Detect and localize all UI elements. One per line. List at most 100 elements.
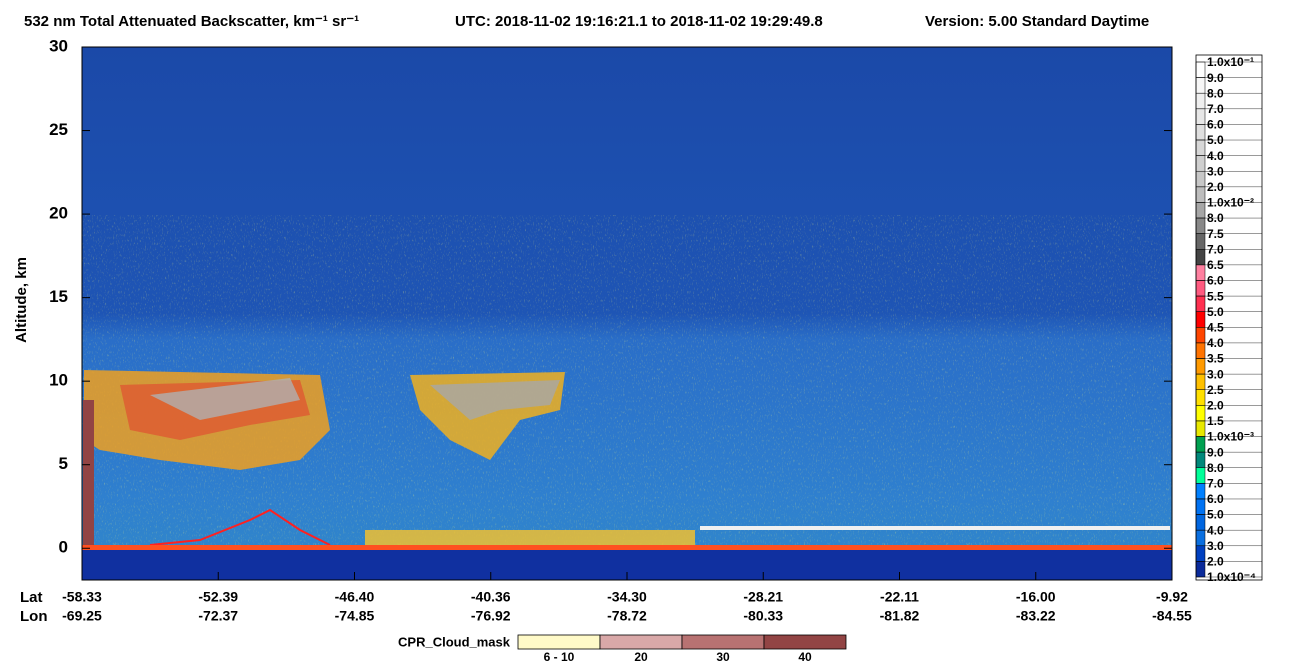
lat-label: -46.40 <box>335 589 375 605</box>
colorbar-label: 1.0x10⁻² <box>1207 196 1254 210</box>
cpr-legend-label: 30 <box>716 650 730 664</box>
colorbar-swatch <box>1195 529 1206 547</box>
colorbar-swatch <box>1195 108 1206 125</box>
colorbar-swatch <box>1195 561 1206 578</box>
colorbar-swatch <box>1195 420 1206 437</box>
lat-label: -52.39 <box>198 589 238 605</box>
colorbar-swatch <box>1195 170 1206 188</box>
colorbar-swatch <box>1195 61 1206 78</box>
colorbar-label: 3.0 <box>1207 539 1224 553</box>
colorbar-label: 4.0 <box>1207 523 1224 537</box>
colorbar-label: 2.0 <box>1207 555 1224 569</box>
lat-label: -22.11 <box>880 589 919 605</box>
colorbar-label: 3.5 <box>1207 352 1224 366</box>
colorbar-label: 7.0 <box>1207 477 1224 491</box>
y-tick-label: 0 <box>59 538 68 557</box>
lon-title: Lon <box>20 608 48 625</box>
cpr-legend-swatch <box>763 634 847 650</box>
colorbar-label: 5.5 <box>1207 289 1224 303</box>
colorbar-label: 8.0 <box>1207 86 1224 100</box>
colorbar-label: 4.0 <box>1207 149 1224 163</box>
lon-label: -83.22 <box>1016 608 1056 624</box>
lat-label: -58.33 <box>62 589 102 605</box>
cpr-legend-title: CPR_Cloud_mask <box>398 634 511 649</box>
colorbar-swatch <box>1195 451 1206 469</box>
colorbar-label: 4.0 <box>1207 336 1224 350</box>
colorbar-label: 1.0x10⁻¹ <box>1207 55 1254 69</box>
cpr-legend-label: 20 <box>634 650 648 664</box>
cpr-legend-swatch <box>681 634 765 650</box>
colorbar-label: 6.0 <box>1207 492 1224 506</box>
backscatter-image <box>82 47 1172 580</box>
y-tick-label: 10 <box>49 371 68 390</box>
cpr-legend-swatch <box>517 634 601 650</box>
colorbar-swatch <box>1195 155 1206 172</box>
colorbar-label: 3.0 <box>1207 164 1224 178</box>
colorbar-swatch <box>1195 280 1206 297</box>
lat-title: Lat <box>20 589 43 606</box>
colorbar-swatch <box>1195 342 1206 359</box>
colorbar-swatch <box>1195 545 1206 562</box>
colorbar-swatch <box>1195 92 1206 110</box>
colorbar-swatch <box>1195 233 1206 250</box>
colorbar-swatch <box>1195 436 1206 453</box>
colorbar-swatch <box>1195 295 1206 312</box>
lat-label: -34.30 <box>607 589 647 605</box>
colorbar-label: 6.0 <box>1207 274 1224 288</box>
cpr-legend-label: 6 - 10 <box>544 650 575 664</box>
chart-subtitle: UTC: 2018-11-02 19:16:21.1 to 2018-11-02… <box>455 13 823 30</box>
colorbar-swatch <box>1195 249 1206 266</box>
colorbar-swatch <box>1195 139 1206 156</box>
colorbar-swatch <box>1195 498 1206 515</box>
colorbar-swatch <box>1195 389 1206 406</box>
colorbar-label: 6.0 <box>1207 118 1224 132</box>
colorbar-label: 2.5 <box>1207 383 1224 397</box>
colorbar-label: 6.5 <box>1207 258 1224 272</box>
colorbar-label: 9.0 <box>1207 71 1224 85</box>
lat-label: -9.92 <box>1156 589 1188 605</box>
colorbar-label: 9.0 <box>1207 445 1224 459</box>
chart-title: 532 nm Total Attenuated Backscatter, km⁻… <box>24 13 359 30</box>
colorbar-label: 3.0 <box>1207 367 1224 381</box>
y-tick-label: 20 <box>49 204 68 223</box>
lon-label: -69.25 <box>62 608 102 624</box>
version-label: Version: 5.00 Standard Daytime <box>925 13 1149 30</box>
colorbar-frame <box>1195 54 1263 581</box>
colorbar-swatch <box>1195 311 1206 328</box>
lon-label: -78.72 <box>607 608 647 624</box>
colorbar-label: 7.0 <box>1207 102 1224 116</box>
cpr-legend-label: 40 <box>798 650 812 664</box>
lon-label: -81.82 <box>880 608 920 624</box>
colorbar-label: 8.0 <box>1207 211 1224 225</box>
colorbar-swatch <box>1195 77 1206 94</box>
colorbar-swatch <box>1195 217 1206 234</box>
colorbar-swatch <box>1195 483 1206 500</box>
lat-label: -40.36 <box>471 589 511 605</box>
colorbar-label: 1.0x10⁻⁴ <box>1207 570 1256 584</box>
colorbar-swatch <box>1195 327 1206 344</box>
colorbar-label: 1.5 <box>1207 414 1224 428</box>
y-tick-label: 25 <box>49 120 68 139</box>
y-tick-label: 15 <box>49 287 68 306</box>
cpr-legend-swatch <box>599 634 683 650</box>
y-axis-label: Altitude, km <box>13 257 30 343</box>
colorbar-swatch <box>1195 514 1206 531</box>
lon-label: -84.55 <box>1152 608 1192 624</box>
colorbar-swatch <box>1195 186 1206 203</box>
colorbar-swatch <box>1195 202 1206 219</box>
colorbar-swatch <box>1195 358 1206 375</box>
lat-label: -16.00 <box>1016 589 1056 605</box>
lon-label: -76.92 <box>471 608 511 624</box>
colorbar-swatch <box>1195 373 1206 390</box>
colorbar-label: 4.5 <box>1207 320 1224 334</box>
colorbar-label: 7.5 <box>1207 227 1224 241</box>
colorbar-label: 8.0 <box>1207 461 1224 475</box>
colorbar-swatch <box>1195 467 1206 484</box>
y-tick-label: 5 <box>59 454 68 473</box>
colorbar-label: 7.0 <box>1207 242 1224 256</box>
lon-label: -80.33 <box>743 608 783 624</box>
colorbar-swatch <box>1195 124 1206 141</box>
y-tick-label: 30 <box>49 36 68 55</box>
colorbar-swatch <box>1195 405 1206 422</box>
